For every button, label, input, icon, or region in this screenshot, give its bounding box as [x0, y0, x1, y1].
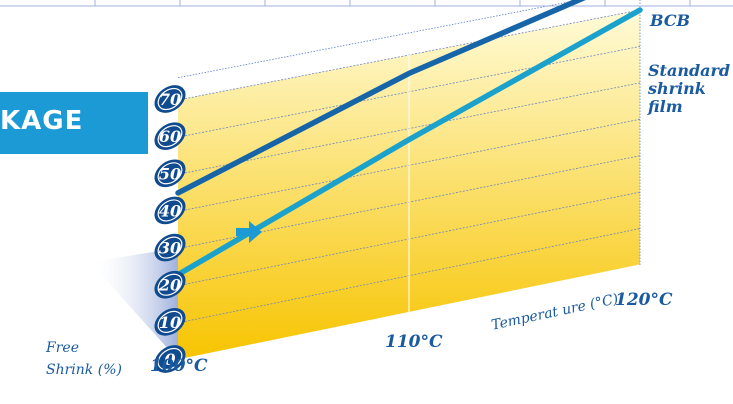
banner-text: KAGE — [0, 106, 84, 136]
legend-standard-shrink-film: Standard shrink film — [648, 61, 731, 116]
legend-bcb: BCB — [650, 11, 691, 30]
y-tick-label-0: 0 — [164, 350, 175, 369]
y-tick-label-10: 10 — [159, 313, 181, 332]
y-tick-oval-70 — [154, 85, 186, 113]
y-tick-70: 70 — [154, 85, 186, 113]
y-tick-label-60: 60 — [159, 127, 181, 146]
y-tick-ring-60 — [157, 125, 183, 148]
y-tick-label-40: 40 — [159, 201, 181, 220]
y-tick-0: 0 — [154, 345, 186, 373]
floor-shadow — [90, 248, 178, 360]
y-tick-label-20: 20 — [158, 276, 181, 295]
grid-lines — [0, 0, 733, 361]
y-tick-label-50: 50 — [159, 164, 181, 183]
y-tick-ring-10 — [157, 310, 183, 333]
y-tick-ring-20 — [157, 273, 183, 296]
y-tick-30: 30 — [154, 233, 186, 262]
y-tick-oval-50 — [154, 159, 186, 188]
section-banner — [0, 92, 148, 154]
y-axis-title-line2: Shrink (%) — [46, 362, 122, 378]
y-tick-40: 40 — [154, 196, 186, 225]
y-tick-ring-70 — [157, 87, 183, 111]
y-tick-oval-60 — [154, 122, 186, 151]
x-tick-120: 120°C — [615, 290, 673, 310]
y-tick-10: 10 — [154, 308, 186, 336]
y-axis-title-line1: Free — [46, 340, 79, 356]
y-tick-label-30: 30 — [159, 239, 181, 258]
y-tick-oval-30 — [154, 233, 186, 262]
y-tick-ring-0 — [157, 347, 183, 371]
x-tick-100: 100°C — [150, 356, 208, 376]
y-tick-ring-30 — [157, 236, 183, 259]
y-tick-20: 20 — [154, 270, 186, 299]
y-tick-oval-0 — [154, 345, 186, 373]
y-tick-60: 60 — [154, 122, 186, 151]
y-tick-50: 50 — [154, 159, 186, 188]
x-axis-line — [177, 264, 641, 361]
y-tick-oval-20 — [154, 270, 186, 299]
series-line-bcb — [175, 0, 586, 196]
y-tick-oval-40 — [154, 196, 186, 225]
x-tick-110: 110°C — [385, 332, 443, 352]
y-tick-ring-40 — [157, 199, 183, 222]
y-tick-ring-50 — [157, 162, 183, 185]
y-tick-oval-10 — [154, 308, 186, 336]
top-border-ticks — [0, 0, 733, 7]
y-ticks: 0 10 20 30 40 50 60 70 — [154, 85, 186, 373]
right-arrow-icon — [236, 221, 262, 243]
y-tick-label-70: 70 — [159, 90, 181, 109]
top-frame — [177, 0, 581, 79]
